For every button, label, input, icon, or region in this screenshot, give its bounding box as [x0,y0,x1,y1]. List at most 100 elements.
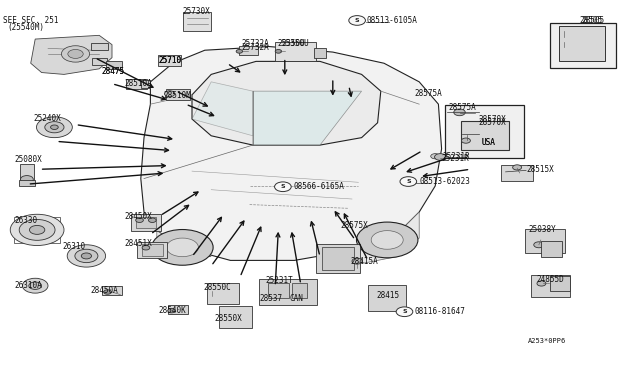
Circle shape [81,253,92,259]
Circle shape [349,16,365,25]
FancyBboxPatch shape [19,180,35,186]
Circle shape [168,308,175,313]
Text: 25038Y: 25038Y [528,225,556,234]
FancyBboxPatch shape [102,286,122,295]
Circle shape [454,109,465,116]
FancyBboxPatch shape [531,275,570,297]
Circle shape [275,182,291,192]
Text: 25730X: 25730X [182,7,210,16]
Text: 28570X: 28570X [479,118,506,126]
FancyBboxPatch shape [20,164,34,180]
Text: 26330: 26330 [14,216,37,225]
Circle shape [10,214,64,246]
Text: 08116-81647: 08116-81647 [415,307,465,316]
Text: 28475: 28475 [101,67,124,76]
Circle shape [236,49,243,53]
Polygon shape [31,35,112,74]
Text: 28415: 28415 [376,291,399,300]
Text: USA: USA [481,138,495,147]
FancyBboxPatch shape [168,305,188,314]
FancyBboxPatch shape [207,283,239,304]
Polygon shape [192,61,381,145]
Text: 28537: 28537 [259,294,282,303]
FancyBboxPatch shape [183,12,211,31]
Text: S: S [280,184,285,189]
FancyBboxPatch shape [292,283,307,298]
FancyBboxPatch shape [131,214,161,231]
FancyBboxPatch shape [166,89,189,100]
Circle shape [435,154,446,160]
Text: 28415A: 28415A [351,257,378,266]
Text: 25080X: 25080X [14,155,42,164]
Text: 28575X: 28575X [340,221,368,230]
Text: USA: USA [481,138,495,147]
Text: 26310A: 26310A [14,281,42,290]
Circle shape [29,282,42,289]
Circle shape [29,225,45,234]
Circle shape [461,138,470,143]
Polygon shape [141,46,442,260]
Circle shape [396,307,413,317]
Text: 28515X: 28515X [526,165,554,174]
Polygon shape [253,91,362,145]
Text: 28505: 28505 [579,16,602,25]
FancyBboxPatch shape [322,247,354,270]
Text: 28575A: 28575A [448,103,476,112]
Polygon shape [192,82,253,136]
Text: 24855D: 24855D [536,275,564,284]
Text: CAN: CAN [289,294,303,303]
Polygon shape [157,231,211,257]
Circle shape [371,231,403,249]
FancyBboxPatch shape [314,48,326,58]
FancyBboxPatch shape [559,26,605,61]
FancyBboxPatch shape [316,244,360,273]
FancyBboxPatch shape [157,55,182,66]
Text: 28550C: 28550C [204,283,231,292]
Circle shape [513,165,522,170]
Text: 25350U: 25350U [278,39,305,48]
FancyBboxPatch shape [106,61,122,69]
Circle shape [534,242,544,248]
Text: A253*0PP6: A253*0PP6 [528,339,566,344]
Text: 08566-6165A: 08566-6165A [293,182,344,191]
FancyBboxPatch shape [275,42,316,61]
Text: 28475: 28475 [101,67,124,76]
Text: 25710: 25710 [158,56,181,65]
Text: 25231R: 25231R [443,153,470,161]
Circle shape [142,246,150,250]
Text: 28575A: 28575A [415,89,442,98]
Text: 25231T: 25231T [266,276,293,285]
FancyBboxPatch shape [136,217,156,228]
Text: 28540K: 28540K [159,306,186,315]
Text: S: S [355,18,360,23]
Text: 28450X: 28450X [125,212,152,221]
Circle shape [75,249,98,263]
Text: 28570X: 28570X [479,115,506,124]
Text: 26310: 26310 [63,242,86,251]
Circle shape [275,49,282,53]
Text: 25350U: 25350U [282,39,309,48]
Text: SEE SEC. 251: SEE SEC. 251 [3,16,59,25]
Text: 25231R: 25231R [442,154,469,163]
FancyBboxPatch shape [541,241,562,257]
Text: 25240X: 25240X [34,114,61,123]
Circle shape [36,117,72,138]
FancyBboxPatch shape [259,279,317,305]
FancyBboxPatch shape [501,165,533,181]
FancyBboxPatch shape [142,244,163,256]
FancyBboxPatch shape [550,276,570,291]
Circle shape [20,176,33,183]
Circle shape [164,91,175,97]
Text: 28451X: 28451X [125,239,152,248]
Circle shape [67,245,106,267]
Text: 25732A: 25732A [242,43,269,52]
Text: 28450A: 28450A [91,286,118,295]
Circle shape [356,222,418,258]
Circle shape [19,219,55,240]
Circle shape [22,278,48,293]
FancyBboxPatch shape [461,122,509,150]
FancyBboxPatch shape [268,283,289,298]
Circle shape [352,258,362,264]
Circle shape [537,281,546,286]
FancyBboxPatch shape [525,229,565,253]
